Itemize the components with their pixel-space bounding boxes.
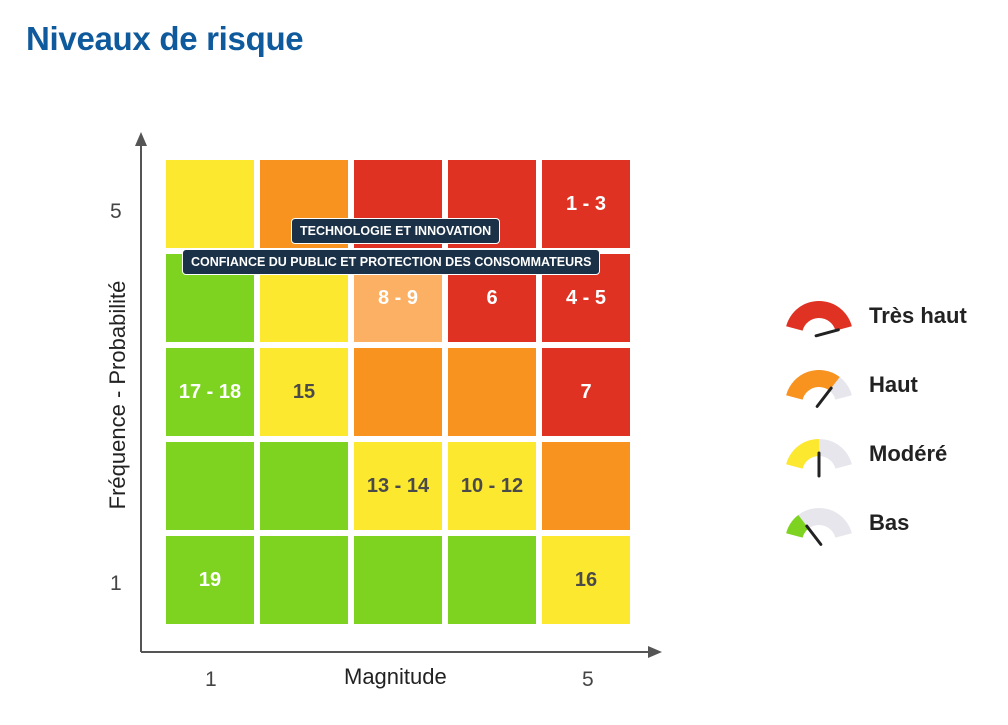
page-title: Niveaux de risque <box>26 20 304 57</box>
matrix-cell: 17 - 18 <box>166 348 254 436</box>
gauge-bas-icon <box>786 508 852 546</box>
matrix-cell: 13 - 14 <box>354 442 442 530</box>
y-tick-top: 5 <box>110 200 122 223</box>
matrix-cell <box>260 536 348 624</box>
legend-item-bas: Bas <box>783 498 1003 548</box>
legend-item-tres-haut: Très haut <box>783 291 1003 341</box>
matrix-cell: 15 <box>260 348 348 436</box>
gauge-haut-icon <box>786 370 852 408</box>
matrix-cell <box>542 442 630 530</box>
matrix-cell: 7 <box>542 348 630 436</box>
tag-technologie: TECHNOLOGIE ET INNOVATION <box>291 218 501 244</box>
gauge-tres-haut-icon <box>786 301 852 338</box>
matrix-cell: 19 <box>166 536 254 624</box>
legend-label: Modéré <box>869 441 948 466</box>
matrix-cell <box>166 160 254 248</box>
x-axis-label: Magnitude <box>344 664 447 689</box>
legend-item-modere: Modéré <box>783 429 1003 479</box>
tag-confiance: CONFIANCE DU PUBLIC ET PROTECTION DES CO… <box>182 249 601 275</box>
y-tick-bottom: 1 <box>110 572 122 595</box>
matrix-cell <box>448 348 536 436</box>
legend-label: Très haut <box>869 303 967 328</box>
matrix-cell: 16 <box>542 536 630 624</box>
legend-item-haut: Haut <box>783 360 1003 410</box>
matrix-cell: 10 - 12 <box>448 442 536 530</box>
x-tick-left: 1 <box>205 668 217 691</box>
matrix-cell <box>448 536 536 624</box>
legend-label: Haut <box>869 372 918 397</box>
matrix-cell <box>354 348 442 436</box>
gauge-modere-icon <box>786 439 852 478</box>
matrix-cell <box>166 442 254 530</box>
matrix-cell <box>260 442 348 530</box>
matrix-cell <box>354 536 442 624</box>
x-tick-right: 5 <box>582 668 594 691</box>
matrix-cell: 1 - 3 <box>542 160 630 248</box>
y-axis-label: Fréquence - Probabilité <box>105 280 130 510</box>
legend-label: Bas <box>869 510 910 535</box>
